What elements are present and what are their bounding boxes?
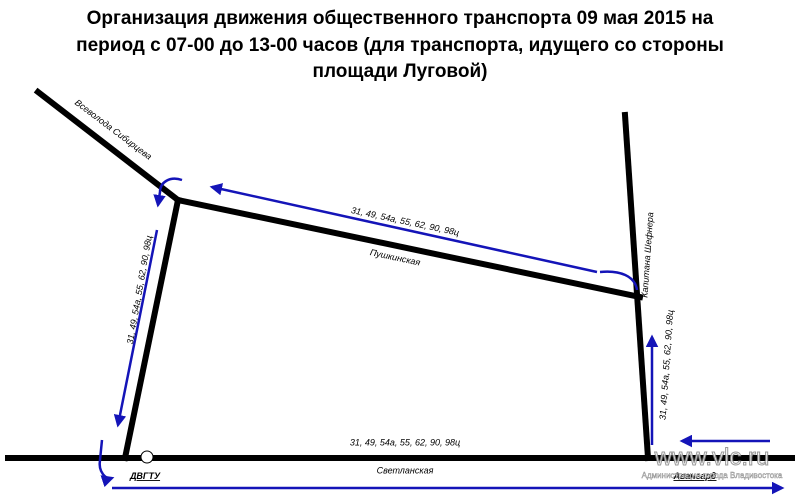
road — [174, 196, 644, 301]
roads — [5, 87, 795, 462]
watermark-site: www.vlc.ru — [654, 444, 770, 471]
street-label: Капитана Шефнера — [639, 212, 655, 298]
road — [33, 87, 183, 205]
street-label: Светланская — [377, 465, 434, 475]
title-line: площади Луговой) — [313, 61, 488, 82]
route-arrow — [153, 177, 183, 208]
stop-label: ДВГТУ — [129, 471, 161, 481]
routes — [98, 177, 785, 495]
route-label: 31, 49, 54а, 55, 62, 90, 98ц — [658, 310, 676, 421]
road — [121, 196, 182, 462]
route-arrow — [209, 183, 598, 274]
route-arrow — [113, 229, 159, 428]
title-line: Организация движения общественного транс… — [87, 8, 714, 29]
watermark-owner: Администрация города Владивостока — [642, 471, 783, 480]
route-label: 31, 49, 54а, 55, 62, 90, 98ц — [350, 437, 460, 447]
stop-marker — [140, 450, 154, 464]
route-arrow — [599, 270, 639, 291]
title-line: период с 07-00 до 13-00 часов (для транс… — [76, 35, 724, 56]
stop-label: Авангард — [672, 471, 716, 481]
route-arrow — [98, 439, 115, 488]
